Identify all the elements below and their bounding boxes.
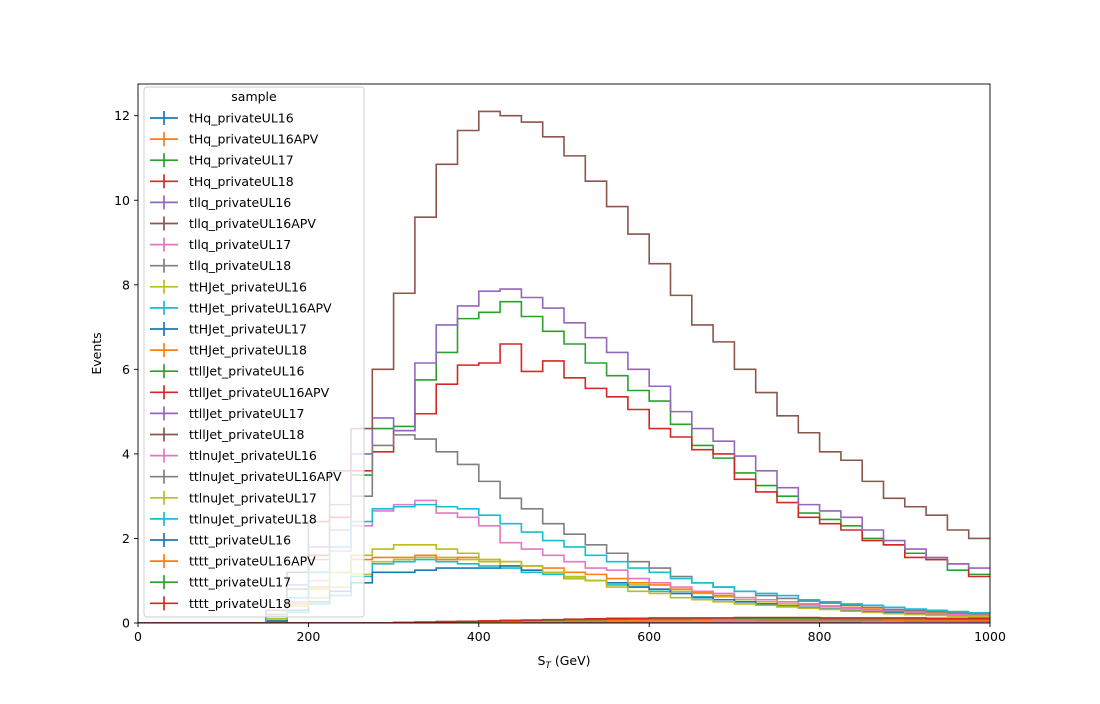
legend-entry-3: tHq_privateUL18 (150, 174, 294, 189)
legend-entry-21: tttt_privateUL16APV (150, 554, 316, 569)
legend-entry-2: tHq_privateUL17 (150, 153, 294, 168)
legend-label-10: ttHJet_privateUL17 (189, 322, 307, 337)
legend-label-18: ttlnuJet_privateUL17 (189, 490, 317, 505)
axes-layer: 0 200 400 600 800 1000 0 2 4 6 8 10 12 ST (GeV) Events (89, 83, 1006, 671)
series-line-5 (138, 621, 990, 623)
y-axis-label: Events (89, 332, 104, 374)
legend-entry-17: ttlnuJet_privateUL16APV (150, 469, 342, 484)
legend-label-4: tllq_privateUL16 (189, 195, 291, 210)
legend-entry-8: ttHJet_privateUL16 (150, 279, 307, 294)
legend-label-16: ttlnuJet_privateUL16 (189, 448, 317, 463)
y-tick-label-3: 6 (122, 362, 130, 377)
y-tick-label-4: 8 (122, 277, 130, 292)
legend-label-6: tllq_privateUL17 (189, 237, 291, 252)
legend-label-14: ttllJet_privateUL17 (189, 406, 305, 421)
x-axis-label-main: S (537, 653, 545, 668)
x-tick-label-4: 800 (808, 629, 832, 644)
legend-label-1: tHq_privateUL16APV (189, 132, 319, 147)
legend-label-22: tttt_privateUL17 (189, 575, 291, 590)
legend-entry-10: ttHJet_privateUL17 (150, 322, 307, 337)
x-tick-label-1: 200 (296, 629, 320, 644)
legend-label-12: ttllJet_privateUL16 (189, 364, 305, 379)
legend-box (143, 86, 365, 618)
x-axis-label-sub: T (545, 661, 552, 671)
series-line-21 (138, 618, 990, 623)
legend-label-13: ttllJet_privateUL16APV (189, 385, 330, 400)
x-tick-label-2: 400 (467, 629, 491, 644)
x-axis-label-unit: (GeV) (551, 653, 591, 668)
legend-label-7: tllq_privateUL18 (189, 258, 291, 273)
legend-label-17: ttlnuJet_privateUL16APV (189, 469, 342, 484)
legend-label-23: tttt_privateUL18 (189, 596, 291, 611)
y-tick-label-0: 0 (122, 616, 130, 631)
legend-label-5: tllq_privateUL16APV (189, 216, 316, 231)
legend-entry-0: tHq_privateUL16 (150, 111, 294, 126)
y-tick-label-2: 4 (122, 446, 130, 461)
legend-label-11: ttHJet_privateUL18 (189, 343, 307, 358)
legend-entry-12: ttllJet_privateUL16 (150, 364, 305, 379)
legend-entry-16: ttlnuJet_privateUL16 (150, 448, 317, 463)
y-tick-label-1: 2 (122, 531, 130, 546)
y-tick-label-5: 10 (114, 193, 130, 208)
legend-entry-22: tttt_privateUL17 (150, 575, 291, 590)
legend-entry-23: tttt_privateUL18 (150, 596, 291, 611)
legend-label-0: tHq_privateUL16 (189, 111, 294, 126)
legend-label-20: tttt_privateUL16 (189, 533, 291, 548)
legend-entry-5: tllq_privateUL16APV (150, 216, 316, 231)
legend-label-19: ttlnuJet_privateUL18 (189, 511, 317, 526)
legend-label-8: ttHJet_privateUL16 (189, 279, 307, 294)
x-axis-label: ST (GeV) (537, 653, 590, 671)
legend-label-2: tHq_privateUL17 (189, 153, 294, 168)
legend-entry-9: ttHJet_privateUL16APV (150, 300, 332, 315)
legend-entry-7: tllq_privateUL18 (150, 258, 291, 273)
legend-title: sample (231, 89, 277, 104)
legend-label-9: ttHJet_privateUL16APV (189, 300, 332, 315)
legend-entry-6: tllq_privateUL17 (150, 237, 291, 252)
x-tick-label-5: 1000 (974, 629, 1006, 644)
legend-label-3: tHq_privateUL18 (189, 174, 294, 189)
legend-entry-19: ttlnuJet_privateUL18 (150, 511, 317, 526)
legend-label-21: tttt_privateUL16APV (189, 554, 316, 569)
legend-entry-4: tllq_privateUL16 (150, 195, 291, 210)
legend-entry-13: ttllJet_privateUL16APV (150, 385, 330, 400)
legend-entry-1: tHq_privateUL16APV (150, 132, 319, 147)
series-line-23 (138, 616, 990, 623)
axes-frame (137, 83, 991, 624)
y-tick-label-6: 12 (114, 108, 130, 123)
legend: sample tHq_privateUL16 tHq_privateUL16APVt… (143, 86, 365, 618)
legend-label-15: ttllJet_privateUL18 (189, 427, 305, 442)
legend-entry-11: ttHJet_privateUL18 (150, 343, 307, 358)
x-tick-label-3: 600 (637, 629, 661, 644)
legend-entry-18: ttlnuJet_privateUL17 (150, 490, 317, 505)
x-tick-label-0: 0 (134, 629, 142, 644)
legend-entry-15: ttllJet_privateUL18 (150, 427, 305, 442)
legend-entry-20: tttt_privateUL16 (150, 533, 291, 548)
legend-entry-14: ttllJet_privateUL17 (150, 406, 305, 421)
